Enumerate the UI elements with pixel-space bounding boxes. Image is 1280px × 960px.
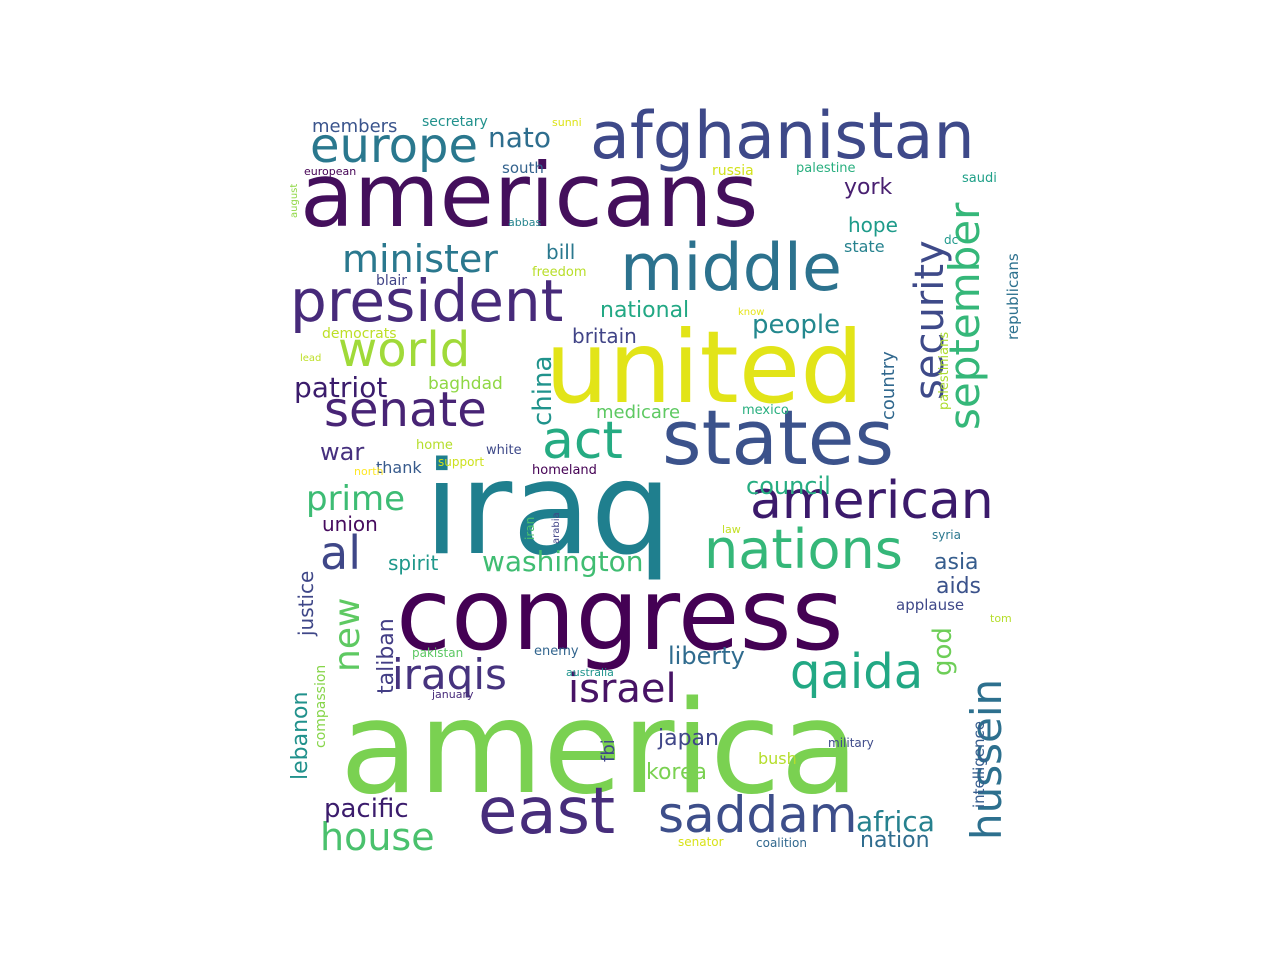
word: republicans xyxy=(1004,253,1022,340)
word: americans xyxy=(300,144,759,247)
word: abbas xyxy=(508,216,542,229)
word: military xyxy=(828,736,874,750)
word: korea xyxy=(646,760,707,785)
word: freedom xyxy=(532,265,587,280)
word: law xyxy=(722,523,741,536)
word: war xyxy=(320,438,365,466)
word: january xyxy=(432,688,474,701)
word: congress xyxy=(396,556,844,673)
word: secretary xyxy=(422,114,488,130)
word: lebanon xyxy=(288,691,313,780)
word: members xyxy=(312,116,398,137)
word: syria xyxy=(932,528,961,542)
word: national xyxy=(600,298,690,323)
word: al xyxy=(320,526,361,580)
word: senate xyxy=(324,382,487,438)
word: state xyxy=(844,237,885,256)
word: south xyxy=(502,159,544,177)
word: bill xyxy=(546,240,576,264)
word: support xyxy=(438,455,485,469)
word: intelligence xyxy=(970,720,988,808)
word: pacific xyxy=(324,794,409,824)
word: council xyxy=(746,472,831,500)
word: iraqis xyxy=(392,650,507,699)
word: york xyxy=(844,175,893,200)
word: east xyxy=(478,775,616,849)
word: medicare xyxy=(596,402,681,423)
word: world xyxy=(338,322,471,378)
word: qaida xyxy=(790,644,924,700)
word: iraq xyxy=(424,435,672,584)
word: fbi xyxy=(598,739,619,762)
word: people xyxy=(752,310,841,340)
word: home xyxy=(416,438,453,453)
word: god xyxy=(928,627,958,676)
word: britain xyxy=(572,324,637,348)
word: democrats xyxy=(322,326,397,342)
word: china xyxy=(528,355,558,426)
word: president xyxy=(290,267,564,335)
word: coalition xyxy=(756,836,807,850)
word: applause xyxy=(896,596,965,614)
word: australia xyxy=(566,666,614,679)
word: iran xyxy=(523,516,537,540)
word: arabia xyxy=(551,512,562,544)
word: states xyxy=(662,393,895,482)
word: middle xyxy=(620,231,842,306)
word: country xyxy=(878,351,899,420)
word: taliban xyxy=(374,618,399,694)
word: blair xyxy=(376,273,408,289)
word: afghanistan xyxy=(590,100,975,174)
word: sunni xyxy=(552,116,582,129)
word: tom xyxy=(990,612,1012,625)
word: aids xyxy=(936,574,982,599)
word: thank xyxy=(376,458,422,477)
word: house xyxy=(320,815,435,859)
word: prime xyxy=(306,479,406,519)
word: israel xyxy=(568,666,677,712)
word: nation xyxy=(860,828,930,853)
word: european xyxy=(304,165,357,178)
word: bush xyxy=(758,749,797,768)
word: august xyxy=(289,183,300,218)
word: north xyxy=(354,465,384,478)
word: africa xyxy=(856,805,935,838)
word: american xyxy=(750,471,994,531)
word: washington xyxy=(482,545,644,578)
word: dc xyxy=(944,233,959,247)
word: hope xyxy=(848,213,898,237)
word: russia xyxy=(712,163,754,179)
word: senator xyxy=(678,835,724,849)
word: united xyxy=(545,309,864,426)
word: saudi xyxy=(962,171,997,186)
word: spirit xyxy=(388,551,439,575)
word: lead xyxy=(300,353,322,364)
word: patriot xyxy=(294,371,388,404)
word: compassion xyxy=(313,664,329,748)
word: saddam xyxy=(658,786,858,844)
word-cloud: america iraq congress united americans s… xyxy=(280,100,1040,860)
word: new xyxy=(327,597,368,672)
word: liberty xyxy=(668,642,745,670)
word: europe xyxy=(310,118,478,174)
word: justice xyxy=(294,570,318,636)
word: asia xyxy=(934,550,979,575)
word: act xyxy=(542,411,623,471)
word: union xyxy=(322,512,378,536)
word: palestine xyxy=(796,161,856,176)
word: minister xyxy=(342,237,498,281)
word: pakistan xyxy=(412,646,464,660)
word: mexico xyxy=(742,403,789,418)
word: palestinians xyxy=(937,331,952,410)
word: nato xyxy=(488,121,552,154)
word: baghdad xyxy=(428,374,503,394)
word: japan xyxy=(658,726,719,751)
word: white xyxy=(486,443,522,458)
word: enemy xyxy=(534,644,579,659)
word: homeland xyxy=(532,463,597,478)
word: know xyxy=(738,307,765,318)
word: america xyxy=(340,674,859,823)
word: nations xyxy=(704,518,903,581)
